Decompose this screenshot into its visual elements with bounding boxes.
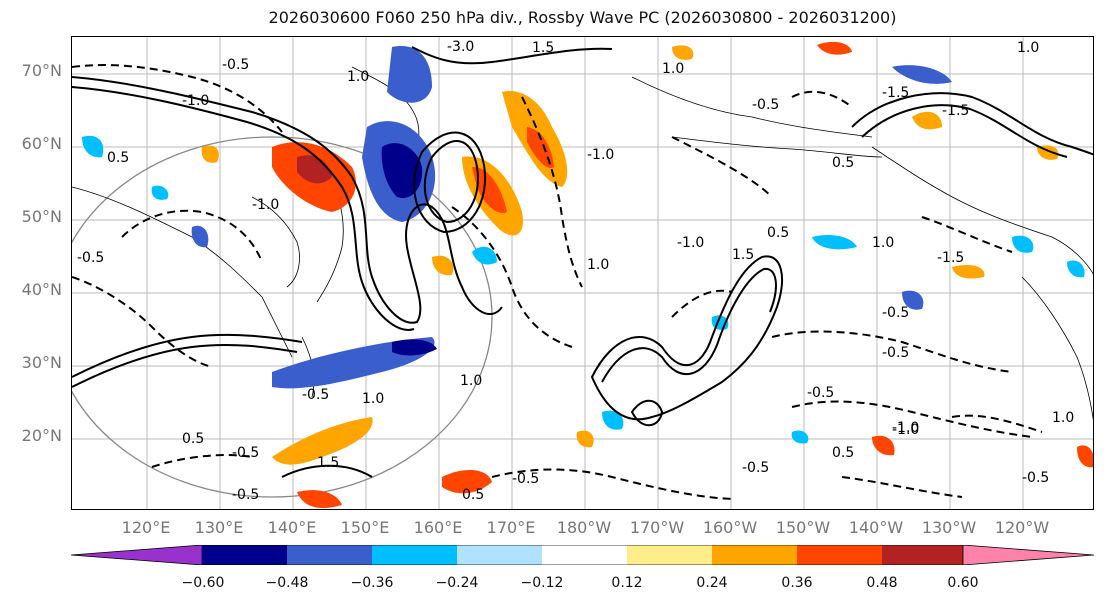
contour-label: -0.5: [882, 305, 909, 321]
contour-label: 1.0: [662, 61, 684, 77]
colorbar-segment: [797, 545, 882, 565]
lon-label-170e: 170°E: [486, 518, 536, 537]
colorbar-segment: [882, 545, 963, 565]
lon-label-180w: 180°W: [556, 518, 612, 537]
contour-label: 1.0: [872, 235, 894, 251]
colorbar-tick: −0.36: [350, 575, 394, 591]
divergence-shading: [82, 41, 1093, 509]
colorbar-tick: 0.36: [781, 575, 813, 591]
contour-label: -1.5: [942, 103, 969, 119]
contour-label: -0.5: [232, 445, 259, 461]
contour-label: -1.0: [252, 197, 279, 213]
contour-label: 1.0: [1017, 40, 1039, 56]
contour-label: 0.5: [832, 155, 854, 171]
lon-label-160w: 160°W: [702, 518, 758, 537]
lon-label-150e: 150°E: [340, 518, 390, 537]
colorbar-segment: [71, 545, 203, 565]
colorbar-tick: −0.48: [265, 575, 309, 591]
contour-label: -0.5: [882, 345, 909, 361]
contour-label: -0.5: [232, 487, 259, 503]
lon-label-140w: 140°W: [848, 518, 904, 537]
coastlines: [72, 66, 1093, 421]
colorbar-segment: [712, 545, 797, 565]
contour-label: 0.5: [462, 487, 484, 503]
colorbar-segment: [287, 545, 372, 565]
lat-label-40n: 40°N: [21, 280, 62, 299]
lon-label-130w: 130°W: [921, 518, 977, 537]
colorbar-tick: −0.12: [520, 575, 564, 591]
contour-label: -1.0: [677, 235, 704, 251]
contour-label: 0.5: [832, 445, 854, 461]
lat-label-50n: 50°N: [21, 207, 62, 226]
contour-label: 0.5: [107, 150, 129, 166]
contour-label: -1.0: [182, 93, 209, 109]
colorbar-segment: [627, 545, 712, 565]
colorbar-tick: −0.60: [181, 575, 225, 591]
colorbar-segment: [457, 545, 542, 565]
contour-label: -1.5: [937, 250, 964, 266]
contour-label: -1.0: [587, 147, 614, 163]
map-canvas: -3.0 1.0 -0.5 -1.0 1.5 -0.5 0.5 1.0 -1.5…: [72, 37, 1093, 509]
contour-label: 1.0: [460, 373, 482, 389]
colorbar-segment: [542, 545, 627, 565]
lon-label-140e: 140°E: [267, 518, 317, 537]
contour-lines: [72, 46, 1093, 478]
contour-label: -0.5: [1022, 470, 1049, 486]
lat-label-60n: 60°N: [21, 134, 62, 153]
lat-label-70n: 70°N: [21, 61, 62, 80]
contour-label: 1.0: [1052, 410, 1074, 426]
lon-label-160e: 160°E: [413, 518, 463, 537]
contour-label: -0.5: [752, 97, 779, 113]
contour-label: 1.5: [532, 40, 554, 56]
contour-labels: -3.0 1.0 -0.5 -1.0 1.5 -0.5 0.5 1.0 -1.5…: [77, 39, 1074, 503]
lat-label-30n: 30°N: [21, 353, 62, 372]
lat-label-20n: 20°N: [21, 426, 62, 445]
colorbar: [71, 545, 1094, 565]
contour-label: -0.5: [512, 471, 539, 487]
contour-label: -0.5: [807, 385, 834, 401]
lon-label-170w: 170°W: [629, 518, 685, 537]
contour-label: 1.0: [587, 257, 609, 273]
contour-label: 0.5: [182, 431, 204, 447]
contour-label: 0.5: [767, 225, 789, 241]
contour-label: -0.5: [742, 460, 769, 476]
contour-lines-dashed: [72, 64, 1043, 500]
lon-label-120w: 120°W: [994, 518, 1050, 537]
contour-label: -1.0: [892, 420, 919, 436]
colorbar-segment: [202, 545, 287, 565]
map-panel: -3.0 1.0 -0.5 -1.0 1.5 -0.5 0.5 1.0 -1.5…: [71, 36, 1094, 510]
map-title: 2026030600 F060 250 hPa div., Rossby Wav…: [268, 8, 897, 27]
contour-label: -0.5: [222, 57, 249, 73]
colorbar-segment: [962, 545, 1094, 565]
contour-label: 1.5: [732, 247, 754, 263]
colorbar-tick: 0.48: [866, 575, 898, 591]
contour-label: 1.5: [317, 455, 339, 471]
contour-label: 1.0: [362, 391, 384, 407]
colorbar-tick: −0.24: [435, 575, 479, 591]
colorbar-segment: [372, 545, 457, 565]
contour-label: 1.0: [347, 69, 369, 85]
lon-label-130e: 130°E: [194, 518, 244, 537]
colorbar-tick: 0.12: [611, 575, 643, 591]
contour-label: -3.0: [447, 39, 474, 55]
colorbar-tick: 0.60: [947, 575, 979, 591]
reference-circle: [72, 136, 493, 498]
lon-label-150w: 150°W: [775, 518, 831, 537]
contour-label: -0.5: [77, 250, 104, 266]
contour-label: -1.5: [882, 85, 909, 101]
colorbar-tick: 0.24: [696, 575, 728, 591]
contour-label: -1.0: [892, 422, 919, 438]
contour-label: -0.5: [302, 387, 329, 403]
lon-label-120e: 120°E: [121, 518, 171, 537]
